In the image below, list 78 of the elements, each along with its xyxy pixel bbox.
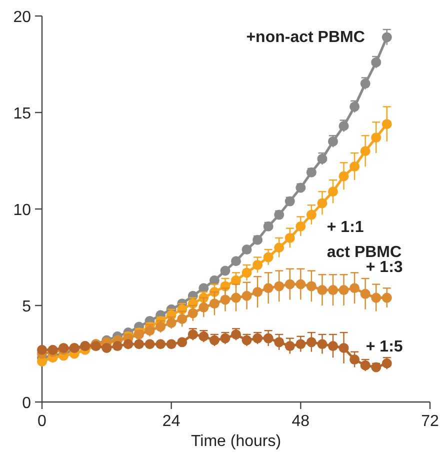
point [284, 279, 295, 290]
point [166, 339, 176, 350]
point [177, 337, 188, 348]
point [177, 314, 188, 324]
point [274, 242, 284, 253]
point [360, 146, 370, 156]
point [123, 339, 134, 350]
point [252, 260, 263, 270]
x-tick-label: 72 [421, 413, 439, 430]
point [263, 333, 274, 344]
point [371, 292, 382, 303]
y-tick-label: 0 [22, 395, 32, 412]
point [328, 285, 338, 296]
y-tick-label: 5 [22, 298, 32, 316]
point [242, 290, 252, 301]
point [328, 341, 338, 352]
point [371, 132, 382, 143]
point [382, 292, 392, 303]
point [112, 341, 122, 352]
point [350, 162, 360, 172]
y-tick-label: 15 [13, 106, 32, 122]
point [296, 182, 306, 193]
series-label: + 1:1 act PBMC [326, 219, 402, 262]
point [102, 342, 112, 353]
point [317, 285, 328, 296]
point [274, 337, 284, 348]
point [284, 196, 295, 206]
point [317, 198, 328, 208]
y-tick-label: 20 [13, 9, 32, 26]
x-tick-label: 48 [292, 413, 310, 430]
point [274, 281, 284, 292]
point [198, 283, 209, 294]
series-label: + 1:5 [366, 338, 403, 356]
point [306, 337, 316, 348]
point [306, 167, 316, 178]
point [296, 339, 306, 350]
point [306, 210, 316, 220]
point [350, 354, 360, 365]
point [360, 288, 370, 299]
point [209, 298, 220, 309]
point [37, 344, 47, 355]
point [231, 292, 241, 303]
point [263, 283, 274, 294]
point [242, 268, 252, 278]
series-label: +non-act PBMC [246, 29, 366, 46]
point [338, 171, 349, 182]
x-tick-label: 24 [162, 413, 180, 430]
point [144, 339, 155, 350]
point [350, 283, 360, 294]
point [296, 221, 306, 232]
point [263, 221, 274, 232]
point [263, 252, 274, 262]
point [371, 362, 382, 372]
point [198, 302, 209, 312]
point [242, 244, 252, 255]
point [188, 308, 198, 318]
point [382, 32, 392, 42]
x-axis-title: Time (hours) [190, 433, 282, 450]
point [284, 341, 295, 352]
point [296, 279, 306, 290]
point [284, 232, 295, 243]
point [306, 281, 316, 292]
point [274, 210, 284, 220]
point [382, 119, 392, 130]
point [328, 186, 338, 197]
point [317, 339, 328, 350]
point [338, 342, 349, 353]
series-label: + 1:3 [366, 258, 403, 276]
point [231, 256, 241, 266]
point [134, 339, 144, 350]
x-tick-label: 0 [38, 413, 47, 430]
point [338, 285, 349, 296]
point [220, 294, 230, 305]
point [220, 266, 230, 276]
point [252, 234, 263, 245]
y-tick-label: 10 [13, 202, 32, 219]
point [252, 286, 263, 297]
point [156, 339, 166, 350]
